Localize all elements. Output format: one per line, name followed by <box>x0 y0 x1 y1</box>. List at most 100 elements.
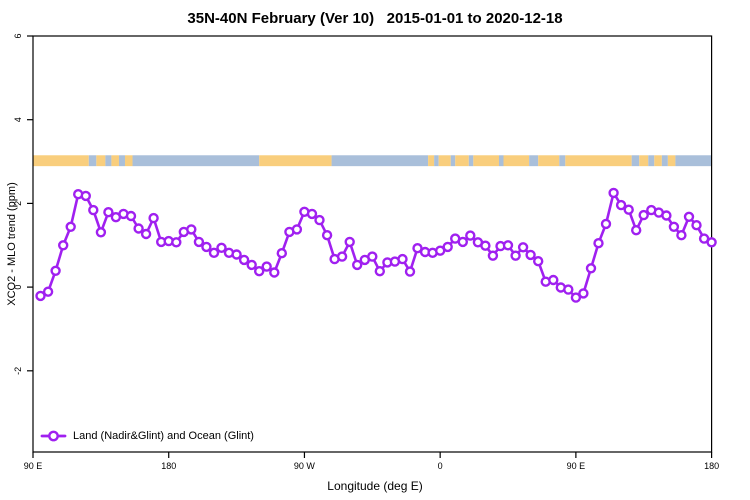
band-segment-ocean <box>675 155 712 167</box>
band-segment-ocean <box>434 155 439 167</box>
data-point <box>510 250 521 261</box>
band-segment-ocean <box>132 155 260 167</box>
data-point <box>608 187 619 199</box>
data-point <box>367 251 378 262</box>
data-point <box>548 274 559 286</box>
data-point <box>533 256 544 267</box>
band-segment-land <box>259 155 332 167</box>
data-point <box>691 219 702 231</box>
y-tick-label: 4 <box>13 117 23 122</box>
legend-marker <box>40 430 67 442</box>
band-segment-ocean <box>648 155 655 167</box>
band-segment-ocean <box>631 155 640 167</box>
data-point <box>623 204 634 215</box>
band-segment-land <box>438 155 451 167</box>
data-point <box>50 265 61 276</box>
data-point <box>35 290 46 302</box>
x-tick-label: 180 <box>161 461 176 471</box>
data-point <box>683 211 695 223</box>
y-tick-label: 0 <box>13 285 23 290</box>
x-tick-label: 0 <box>438 461 443 471</box>
band-segment-land <box>428 155 435 167</box>
x-tick-label: 180 <box>704 461 719 471</box>
data-point <box>246 259 257 271</box>
data-point <box>563 284 574 295</box>
legend-point <box>48 430 59 442</box>
data-point <box>133 223 144 234</box>
legend-label: Land (Nadir&Glint) and Ocean (Glint) <box>73 430 254 442</box>
data-point <box>593 237 604 249</box>
data-point <box>291 224 303 235</box>
y-axis: -2 0 2 4 6 <box>13 33 33 375</box>
data-point <box>103 206 114 218</box>
data-point <box>676 229 687 241</box>
band-segment-ocean <box>498 155 504 167</box>
band-segment-land <box>111 155 119 167</box>
data-point <box>321 229 333 241</box>
data-point <box>487 250 499 261</box>
data-point <box>631 224 642 236</box>
data-point <box>95 227 107 238</box>
band-segment-ocean <box>331 155 429 167</box>
x-tick-label: 90 W <box>294 461 316 471</box>
data-point <box>148 212 159 224</box>
band-segment-ocean <box>450 155 456 167</box>
data-point <box>374 266 385 277</box>
band-segment-land <box>124 155 133 167</box>
data-point <box>404 266 416 277</box>
data-point <box>706 237 717 248</box>
data-point <box>661 210 672 221</box>
y-tick-label: -2 <box>13 367 23 375</box>
data-point <box>397 253 408 265</box>
data-point <box>336 251 348 262</box>
y-axis-label: XCO2 - MLO trend (ppm) <box>6 182 18 306</box>
band-segment-ocean <box>118 155 125 167</box>
band-segment-land <box>473 155 499 167</box>
y-tick-label: 2 <box>13 201 23 206</box>
data-point <box>231 249 242 260</box>
data-point <box>578 288 589 299</box>
data-point <box>269 267 280 278</box>
band-segment-land <box>538 155 560 167</box>
band-segment-land <box>503 155 530 167</box>
data-point <box>216 242 227 254</box>
data-point <box>186 224 197 235</box>
band-segment-land <box>455 155 469 167</box>
y-tick-label: 6 <box>13 33 23 38</box>
series-markers <box>35 187 717 303</box>
data-point <box>42 286 54 297</box>
x-tick-label: 90 E <box>24 461 43 471</box>
band-segment-land <box>667 155 676 167</box>
data-point <box>238 254 250 266</box>
band-segment-land <box>565 155 632 167</box>
band-segment-ocean <box>661 155 668 167</box>
band-segment-ocean <box>559 155 566 167</box>
plot-box <box>32 35 713 453</box>
band-segment-land <box>639 155 649 167</box>
data-point <box>525 249 536 261</box>
x-tick-label: 90 E <box>567 461 586 471</box>
band-segment-ocean <box>88 155 97 167</box>
data-point <box>261 261 272 272</box>
band-segment-land <box>654 155 662 167</box>
data-point <box>502 240 514 251</box>
data-point <box>465 230 476 241</box>
data-point <box>638 209 649 221</box>
x-axis: 90 E 180 90 W 0 90 E 180 <box>24 452 719 471</box>
chart-title: 35N-40N February (Ver 10) 2015-01-01 to … <box>187 10 563 27</box>
band-segment-land <box>33 155 89 167</box>
x-axis-label: Longitude (deg E) <box>327 479 423 493</box>
data-point <box>314 214 325 226</box>
band-segment-ocean <box>105 155 112 167</box>
data-point <box>344 236 355 248</box>
data-point <box>65 221 76 233</box>
data-point <box>570 292 582 303</box>
band-segment-land <box>96 155 106 167</box>
data-point <box>201 241 212 253</box>
data-point <box>615 199 627 211</box>
data-point <box>88 204 99 216</box>
data-point <box>193 236 205 248</box>
data-point <box>352 259 363 271</box>
surface-type-band <box>33 155 712 167</box>
